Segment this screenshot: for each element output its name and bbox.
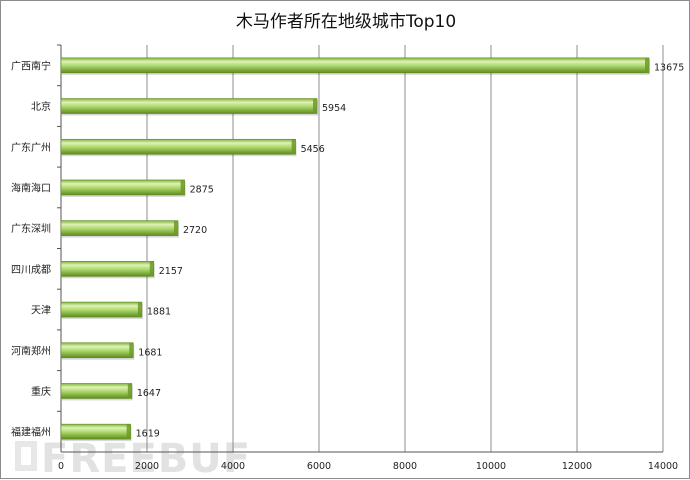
bar xyxy=(60,261,155,277)
data-label: 1681 xyxy=(138,347,162,358)
bar-end-cap xyxy=(127,383,132,399)
watermark-text: FREEBUF xyxy=(41,436,251,480)
data-label: 5954 xyxy=(322,103,346,114)
x-tick-label: 0 xyxy=(58,461,64,472)
data-label: 2720 xyxy=(183,225,207,236)
bar-end-cap xyxy=(291,139,296,155)
category-label: 广东广州 xyxy=(11,141,51,154)
bar-end-cap xyxy=(149,261,154,277)
bar xyxy=(60,423,131,440)
bar xyxy=(60,98,318,114)
data-label: 5456 xyxy=(301,144,325,155)
data-label: 2875 xyxy=(190,184,214,195)
x-tick-label: 2000 xyxy=(135,461,159,472)
category-label: 福建福州 xyxy=(11,426,51,439)
freebuf-logo-icon xyxy=(15,441,37,471)
bar-end-cap xyxy=(173,220,178,236)
category-label: 广西南宁 xyxy=(11,59,51,72)
data-label: 2157 xyxy=(159,266,183,277)
bar xyxy=(60,57,650,74)
x-tick-label: 12000 xyxy=(562,461,592,472)
data-label: 1881 xyxy=(147,307,171,318)
chart-title: 木马作者所在地级城市Top10 xyxy=(236,12,456,32)
category-label: 海南海口 xyxy=(11,181,51,194)
bar xyxy=(60,383,133,399)
category-label: 四川成都 xyxy=(11,264,51,276)
x-tick-label: 6000 xyxy=(307,461,331,472)
data-label: 13675 xyxy=(654,62,684,73)
category-label: 重庆 xyxy=(31,385,51,398)
bar-end-cap xyxy=(313,98,318,114)
bar xyxy=(60,342,134,359)
bar xyxy=(60,138,296,155)
bar xyxy=(60,220,179,236)
category-label: 河南郑州 xyxy=(11,344,51,357)
bar-end-cap xyxy=(180,179,185,195)
category-label: 广东深圳 xyxy=(11,222,51,235)
x-tick-label: 4000 xyxy=(221,461,245,472)
x-tick-label: 10000 xyxy=(476,461,506,472)
category-label: 北京 xyxy=(31,100,51,113)
bar xyxy=(60,179,185,196)
bar-end-cap xyxy=(126,424,131,440)
x-tick-label: 14000 xyxy=(648,461,678,472)
bar-end-cap xyxy=(129,342,134,358)
bar-end-cap xyxy=(645,57,650,73)
watermark: FREEBUF xyxy=(15,436,251,480)
x-tick-label: 8000 xyxy=(393,461,417,472)
bar xyxy=(60,301,143,318)
data-label: 1647 xyxy=(137,388,161,399)
data-label: 1619 xyxy=(136,429,160,440)
bar-end-cap xyxy=(137,302,142,318)
category-label: 天津 xyxy=(31,305,51,317)
